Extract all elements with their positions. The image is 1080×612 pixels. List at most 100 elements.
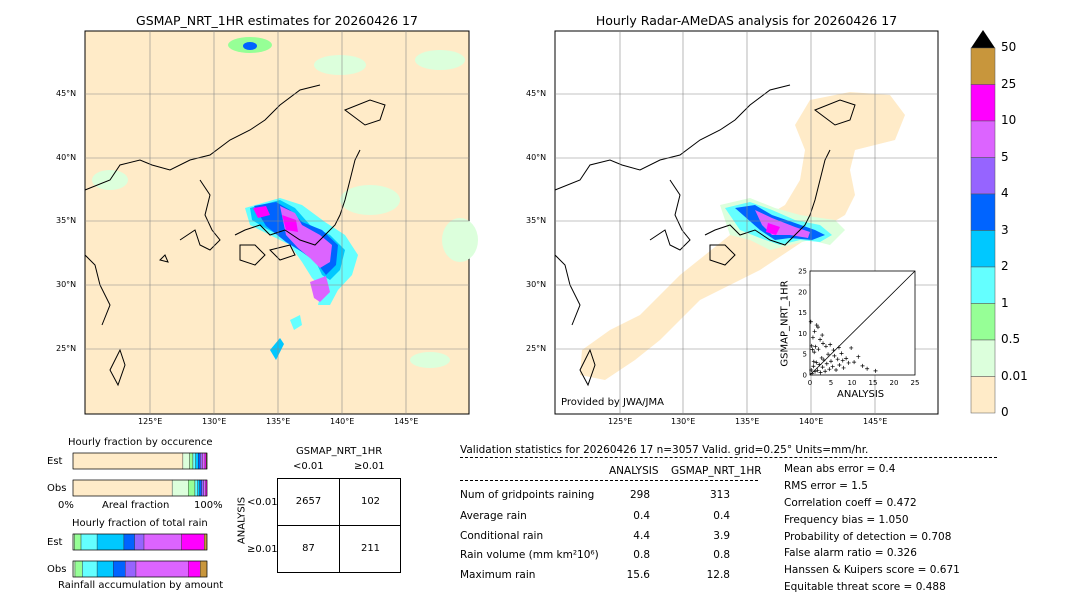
left-gridlines <box>85 31 469 414</box>
colorbar-extend-arrow <box>971 30 995 48</box>
inset-xtick-20: 20 <box>890 379 899 387</box>
inset-diagonal <box>809 270 916 376</box>
ct-cell-00: 2657 <box>295 496 322 507</box>
amt-bars <box>72 533 208 578</box>
scatter-point <box>810 347 815 352</box>
val-header: Validation statistics for 20260426 17 n=… <box>460 444 869 456</box>
scatter-point <box>844 356 849 361</box>
scatter-point <box>835 357 840 362</box>
scatter-point <box>829 359 833 364</box>
left-lat-30: 30°N <box>56 280 77 289</box>
scatter-point <box>819 355 824 360</box>
right-lon-140: 140°E <box>799 417 824 426</box>
val-g-0: 313 <box>709 489 730 501</box>
score-6: Hanssen & Kuipers score = 0.671 <box>784 564 960 576</box>
amt-row-obs: Obs <box>47 564 67 575</box>
val-g-3: 0.8 <box>713 549 730 561</box>
left-lat-25: 25°N <box>56 344 77 353</box>
amt-row-est: Est <box>47 537 63 548</box>
inset-ytick-0: 0 <box>803 372 807 380</box>
val-col-gsmap: GSMAP_NRT_1HR <box>671 465 762 477</box>
colorbar-label-10: 0 <box>1001 405 1009 419</box>
colorbar <box>970 30 996 414</box>
occ-axis-right: 100% <box>194 500 223 511</box>
right-lon-135: 135°E <box>735 417 760 426</box>
scatter-point <box>823 344 828 349</box>
right-lat-40: 40°N <box>526 153 547 162</box>
colorbar-label-3: 5 <box>1001 149 1009 164</box>
right-lon-125: 125°E <box>608 417 633 426</box>
colorbar-segment-9 <box>970 376 996 414</box>
ct-title: GSMAP_NRT_1HR <box>296 446 383 457</box>
ct-grid: 2657 102 87 211 <box>277 478 401 573</box>
right-lat-30: 30°N <box>526 280 547 289</box>
colorbar-label-4: 4 <box>1001 186 1009 200</box>
colorbar-segment-8 <box>970 339 996 377</box>
scatter-point <box>810 371 815 376</box>
colorbar-segment-4 <box>970 193 996 231</box>
amt-bar-obs-8 <box>188 560 201 578</box>
inset-points <box>808 319 878 376</box>
scatter-point <box>815 368 820 373</box>
occ-bar-obs-2 <box>188 479 196 497</box>
occ-bar-obs-1 <box>171 479 189 497</box>
scatter-point <box>839 351 844 356</box>
occ-row-obs: Obs <box>47 483 67 494</box>
occ-axis-left: 0% <box>58 500 74 511</box>
amt-bar-obs-4 <box>96 560 114 578</box>
colorbar-segment-3 <box>970 157 996 195</box>
scatter-point <box>811 364 816 369</box>
right-lon-145: 145°E <box>863 417 888 426</box>
left-map <box>84 30 478 415</box>
scatter-point <box>860 363 865 368</box>
occ-axis-mid: Areal fraction <box>102 500 170 511</box>
right-lon-130: 130°E <box>671 417 696 426</box>
scatter-point <box>813 344 818 349</box>
val-a-1: 0.4 <box>633 510 650 522</box>
inset-ticks: 00 5 5 10 10 15 15 20 20 25 25 <box>798 268 919 387</box>
right-lat-45: 45°N <box>526 89 547 98</box>
occ-bar-obs-0 <box>72 479 173 497</box>
amt-title: Hourly fraction of total rain <box>72 518 208 529</box>
scatter-point <box>816 347 821 352</box>
val-label-2: Conditional rain <box>460 530 544 542</box>
amt-footer: Rainfall accumulation by amount <box>58 580 224 591</box>
left-lat-45: 45°N <box>56 89 77 98</box>
scatter-point <box>813 369 818 374</box>
scatter-point <box>856 354 861 359</box>
occ-bar-est-1 <box>182 452 190 470</box>
amt-bar-obs-3 <box>82 560 98 578</box>
colorbar-label-5: 3 <box>1001 222 1009 237</box>
val-a-2: 4.4 <box>633 530 650 542</box>
amt-bar-est-2 <box>74 533 82 551</box>
ct-col1: <0.01 <box>293 461 324 472</box>
colorbar-label-0: 50 <box>1001 40 1017 54</box>
scatter-point <box>814 323 819 328</box>
val-a-0: 298 <box>629 489 650 501</box>
occ-bar-obs-5 <box>199 479 202 497</box>
amt-bar-obs-9 <box>200 560 208 578</box>
left-coastlines <box>84 84 386 387</box>
radar-credit: Provided by JWA/JMA <box>561 397 664 408</box>
left-lat-40: 40°N <box>56 153 77 162</box>
score-1: RMS error = 1.5 <box>784 480 868 492</box>
scatter-point <box>821 341 826 346</box>
amt-bar-est-3 <box>80 533 98 551</box>
left-lon-145: 145°E <box>394 417 419 426</box>
occ-bar-est-0 <box>72 452 184 470</box>
colorbar-label-9: 0.01 <box>1001 368 1028 383</box>
colorbar-label-1: 25 <box>1001 76 1017 91</box>
score-7: Equitable threat score = 0.488 <box>784 581 946 593</box>
amt-bar-obs-7 <box>135 560 189 578</box>
ct-cell-11: 211 <box>360 543 381 554</box>
right-lat-35: 35°N <box>526 216 547 225</box>
ct-row-axis: ANALYSIS <box>236 496 248 545</box>
scatter-point <box>823 369 828 374</box>
left-lat-35: 35°N <box>56 216 77 225</box>
inset-ytick-10: 10 <box>798 330 807 338</box>
val-col-rule <box>460 480 758 481</box>
val-g-1: 0.4 <box>713 510 730 522</box>
colorbar-segment-1 <box>970 84 996 122</box>
amt-bar-est-5 <box>123 533 135 551</box>
colorbar-segment-7 <box>970 303 996 341</box>
